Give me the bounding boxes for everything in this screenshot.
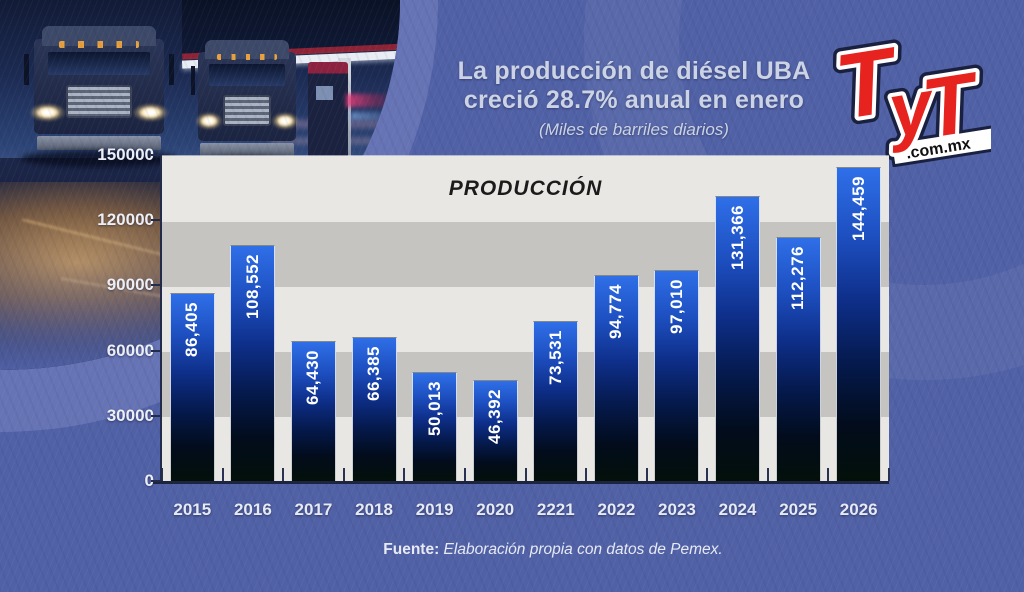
bar-chart-plot-area: PRODUCCIÓN 86,405 108,552 64,430 66,385 50,0… [161, 155, 890, 483]
x-tick-label-2022: 2022 [597, 500, 636, 519]
y-tick-label: 90000 [106, 275, 154, 295]
y-axis-tick [151, 154, 160, 156]
headline-line2: creció 28.7% anual en enero [463, 86, 805, 115]
x-tick-label-2024: 2024 [718, 500, 757, 519]
source-label: Fuente: [383, 541, 440, 558]
category-tick [645, 468, 648, 481]
x-tick-label-2026: 2026 [839, 500, 878, 519]
tyt-logo-svg: T y T T y T T y T .com.mx [822, 21, 999, 168]
y-tick-label: 30000 [106, 405, 154, 425]
bar-2022: 94,774 [593, 275, 639, 481]
headline-line1: La producción de diésel UBA [457, 57, 811, 85]
bar-2221: 73,531 [533, 321, 579, 481]
x-tick-label-2016: 2016 [233, 500, 272, 519]
tyt-logo: T y T T y T T y T .com.mx [822, 21, 999, 168]
x-tick-label-2025: 2025 [779, 500, 818, 519]
bar-value-label: 112,276 [788, 246, 808, 311]
y-axis-tick [151, 414, 160, 417]
category-tick [161, 468, 163, 481]
bar-value-label: 144,459 [848, 176, 868, 241]
bar-value-label: 64,430 [303, 349, 323, 405]
y-tick-label: 150000 [97, 145, 154, 164]
headline-subtitle: (Miles de barriles diarios) [539, 119, 729, 139]
bar-2017: 64,430 [290, 340, 336, 481]
bar-2020: 46,392 [472, 380, 518, 481]
bar-value-label: 46,392 [485, 389, 505, 445]
y-axis-tick [151, 349, 160, 352]
category-tick [706, 468, 709, 481]
source-text: Elaboración propia con datos de Pemex. [439, 541, 723, 558]
category-tick [888, 468, 890, 481]
bar-value-label: 73,531 [545, 330, 565, 386]
category-tick [403, 468, 406, 481]
category-tick [827, 468, 830, 481]
bar-2025: 112,276 [775, 237, 821, 481]
x-tick-label-2018: 2018 [355, 500, 393, 519]
bar-2024: 131,366 [715, 195, 761, 481]
bar-value-label: 131,366 [727, 204, 747, 270]
chart-headline: La producción de diésel UBA creció 28.7%… [418, 57, 850, 140]
y-axis-tick [151, 219, 160, 222]
category-tick [766, 468, 769, 481]
bar-value-label: 94,774 [606, 284, 626, 340]
bar-value-label: 108,552 [242, 254, 262, 320]
bar-2016: 108,552 [230, 245, 276, 481]
category-tick [282, 468, 285, 481]
category-tick [463, 468, 466, 481]
bar-2019: 50,013 [412, 372, 458, 481]
y-tick-label: 120000 [97, 210, 154, 230]
grid-band [162, 351, 889, 418]
plot-title: PRODUCCIÓN [448, 177, 603, 200]
y-tick-label: 0 [144, 471, 154, 490]
y-axis-tick [151, 284, 160, 287]
category-tick [221, 468, 224, 481]
y-axis-tick [151, 480, 160, 482]
bar-value-label: 50,013 [424, 381, 444, 437]
bar-value-label: 86,405 [182, 302, 202, 358]
x-tick-label-2221: 2221 [536, 500, 575, 519]
source-line: Fuente: Elaboración propia con datos de … [0, 541, 1024, 559]
x-tick-label-2020: 2020 [476, 500, 515, 519]
bar-2015: 86,405 [169, 293, 215, 481]
grid-band [162, 156, 889, 222]
x-tick-label-2015: 2015 [173, 500, 212, 519]
bar-2026: 144,459 [836, 167, 882, 481]
grid-band [162, 221, 889, 287]
bar-2023: 97,010 [654, 270, 700, 481]
y-tick-label: 60000 [106, 340, 154, 360]
x-tick-label-2019: 2019 [415, 500, 454, 519]
bar-value-label: 97,010 [666, 279, 686, 335]
x-axis-line [152, 481, 889, 484]
x-tick-label-2017: 2017 [294, 500, 333, 519]
category-tick [524, 468, 527, 481]
category-tick [585, 468, 588, 481]
category-tick [342, 468, 345, 481]
bar-value-label: 66,385 [364, 345, 384, 401]
x-tick-label-2023: 2023 [658, 500, 696, 519]
grid-band [162, 286, 889, 353]
bar-2018: 66,385 [351, 336, 397, 481]
y-axis-line [160, 155, 162, 482]
